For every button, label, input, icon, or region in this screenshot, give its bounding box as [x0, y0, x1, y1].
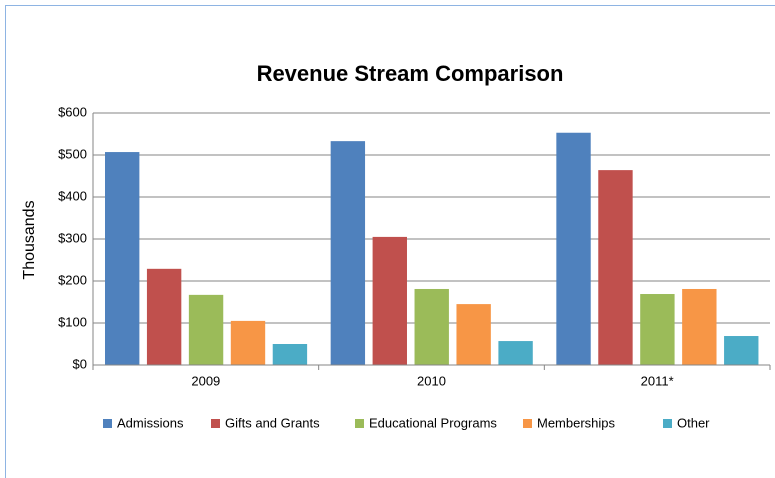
bar — [556, 132, 591, 365]
legend-swatch — [103, 419, 112, 428]
x-tick-label: 2009 — [191, 373, 220, 388]
legend-swatch — [523, 419, 532, 428]
legend-label: Other — [677, 415, 710, 430]
bar — [598, 170, 633, 365]
bar — [682, 288, 717, 365]
legend-swatch — [211, 419, 220, 428]
y-axis-title: Thousands — [21, 200, 38, 279]
x-tick-label: 2011* — [641, 373, 674, 388]
bar — [230, 320, 266, 365]
legend-label: Memberships — [537, 415, 616, 430]
y-tick-label: $100 — [58, 314, 87, 329]
bar — [456, 304, 491, 365]
chart-title: Revenue Stream Comparison — [257, 61, 564, 86]
bar — [640, 294, 675, 365]
legend-swatch — [355, 419, 364, 428]
legend-swatch — [663, 419, 672, 428]
bar — [372, 236, 407, 365]
y-tick-label: $500 — [58, 146, 87, 161]
legend-label: Admissions — [117, 415, 184, 430]
bar — [330, 141, 366, 365]
y-tick-label: $600 — [58, 104, 87, 119]
x-tick-label: 2010 — [417, 373, 446, 388]
legend-label: Educational Programs — [369, 415, 497, 430]
y-tick-label: $400 — [58, 188, 87, 203]
y-tick-label: $200 — [58, 272, 87, 287]
bar — [414, 288, 449, 365]
bar — [188, 294, 224, 365]
y-tick-label: $0 — [73, 356, 87, 371]
bar — [724, 336, 759, 365]
legend-label: Gifts and Grants — [225, 415, 320, 430]
bar — [272, 344, 308, 365]
bar — [105, 152, 140, 365]
y-tick-label: $300 — [58, 230, 87, 245]
bar — [146, 268, 182, 365]
chart-frame — [5, 5, 775, 478]
bar — [498, 341, 533, 365]
